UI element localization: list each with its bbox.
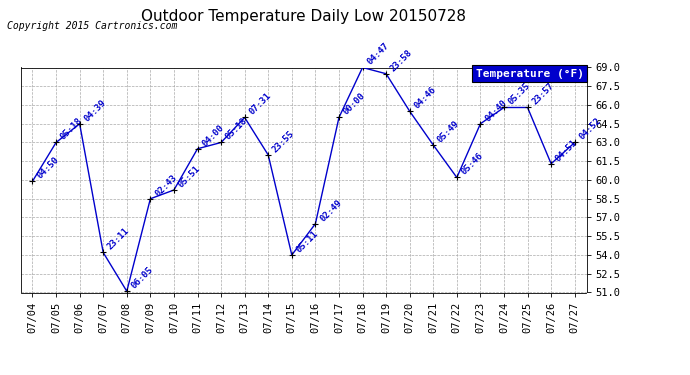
Text: 23:57: 23:57	[531, 81, 555, 107]
Text: 04:52: 04:52	[578, 116, 603, 142]
Text: 00:00: 00:00	[342, 92, 367, 117]
Text: 05:18: 05:18	[59, 116, 84, 142]
Text: 07:31: 07:31	[248, 92, 273, 117]
Text: 04:40: 04:40	[483, 98, 509, 123]
Text: 04:50: 04:50	[35, 155, 61, 180]
Text: 23:55: 23:55	[271, 129, 297, 154]
Text: 04:46: 04:46	[413, 85, 438, 111]
Text: 05:51: 05:51	[177, 164, 202, 189]
Text: 05:35: 05:35	[506, 81, 532, 107]
Text: 05:11: 05:11	[295, 229, 320, 254]
Text: 04:47: 04:47	[365, 41, 391, 67]
Text: 04:51: 04:51	[554, 138, 580, 163]
Text: Temperature (°F): Temperature (°F)	[475, 69, 584, 79]
Text: Outdoor Temperature Daily Low 20150728: Outdoor Temperature Daily Low 20150728	[141, 9, 466, 24]
Text: 23:58: 23:58	[389, 48, 414, 73]
Text: 04:00: 04:00	[200, 123, 226, 148]
Text: 23:11: 23:11	[106, 226, 131, 252]
Text: 02:49: 02:49	[318, 198, 344, 223]
Text: 04:39: 04:39	[82, 98, 108, 123]
Text: 05:46: 05:46	[460, 152, 485, 177]
Text: 06:05: 06:05	[130, 265, 155, 291]
Text: Copyright 2015 Cartronics.com: Copyright 2015 Cartronics.com	[7, 21, 177, 31]
Text: 02:43: 02:43	[153, 172, 179, 198]
Text: 05:18: 05:18	[224, 116, 249, 142]
Text: 05:49: 05:49	[436, 119, 462, 144]
